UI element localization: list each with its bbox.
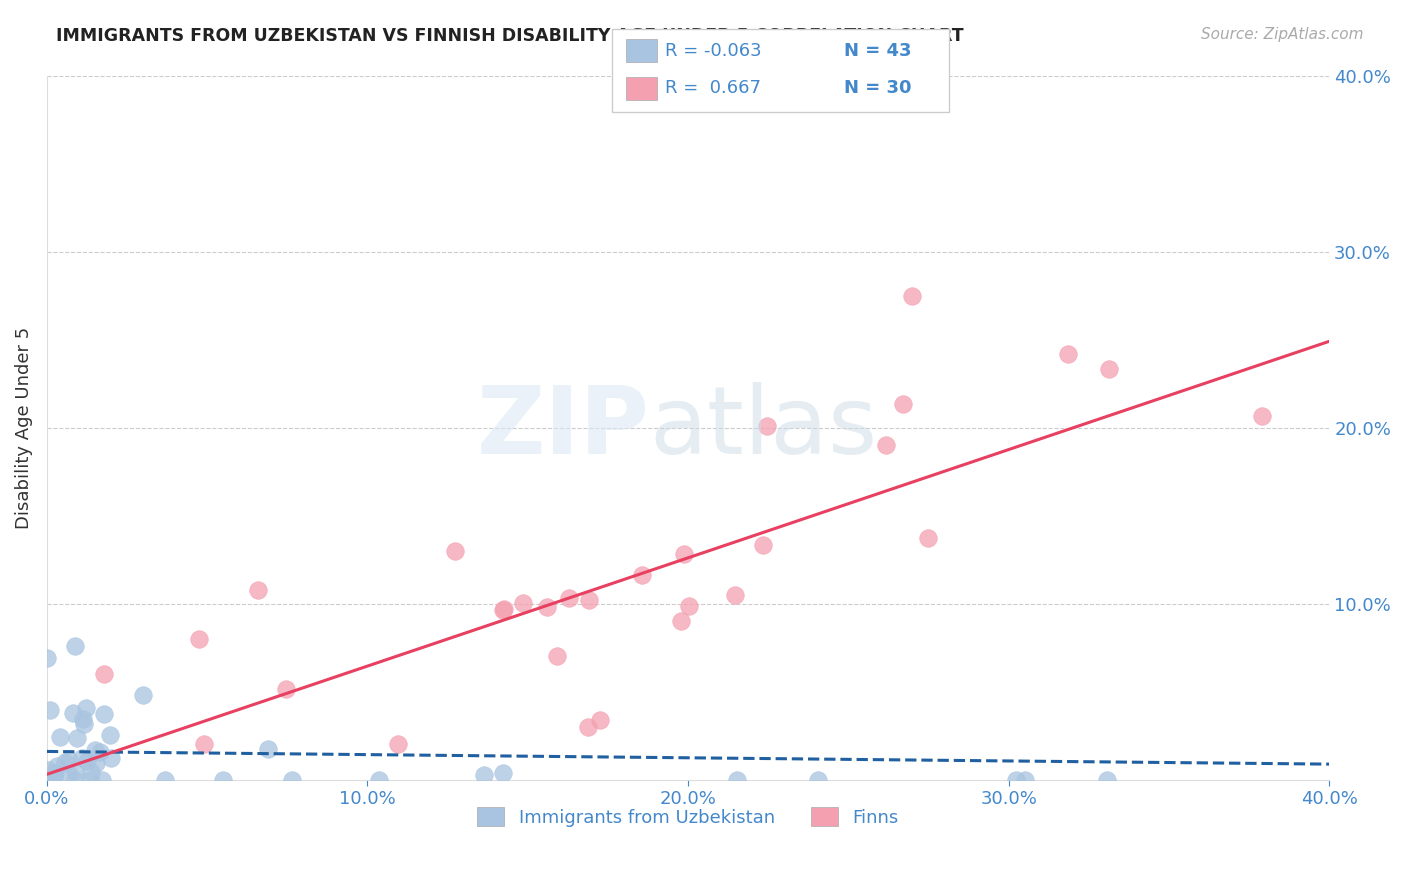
Point [193,738,215,752]
Point [65,764,87,778]
Point [669,614,692,628]
Text: IMMIGRANTS FROM UZBEKISTAN VS FINNISH DISABILITY AGE UNDER 5 CORRELATION CHART: IMMIGRANTS FROM UZBEKISTAN VS FINNISH DI… [56,27,965,45]
Point [576,720,599,734]
Point [84,756,107,770]
Point [73,717,96,731]
Point [672,547,695,561]
Point [491,765,513,780]
Point [1004,772,1026,787]
Point [472,768,495,782]
Point [80,765,103,780]
Y-axis label: Disability Age Under 5: Disability Age Under 5 [15,326,32,529]
Point [536,600,558,615]
Text: N = 30: N = 30 [844,79,911,97]
Text: N = 43: N = 43 [844,42,911,60]
Point [755,419,778,434]
Point [89,745,111,759]
Point [49,730,72,744]
Point [84,743,107,757]
Point [558,591,581,606]
Point [53,755,76,769]
Point [752,538,775,552]
Point [589,713,612,727]
Point [187,632,209,646]
Point [875,438,897,452]
Point [62,706,84,720]
Point [42,772,65,787]
Point [281,772,304,787]
Point [44,766,66,780]
Point [893,397,915,411]
Point [37,763,59,777]
Point [90,772,112,787]
Point [93,707,115,722]
Text: R = -0.063: R = -0.063 [665,42,762,60]
Point [917,531,939,545]
Point [387,738,409,752]
Text: ZIP: ZIP [477,382,650,474]
Point [35,651,58,665]
Point [63,772,86,787]
Point [75,701,97,715]
Point [72,712,94,726]
Point [58,767,80,781]
Point [98,728,121,742]
Point [45,759,67,773]
Point [212,772,235,787]
Point [93,667,115,681]
Point [494,602,516,616]
Point [257,742,280,756]
Point [725,772,748,787]
Point [42,769,65,783]
Point [1014,772,1036,787]
Point [1097,772,1119,787]
Point [444,543,467,558]
Point [246,583,269,598]
Point [153,772,176,787]
Point [58,753,80,767]
Point [807,772,830,787]
Point [63,639,86,653]
Text: Source: ZipAtlas.com: Source: ZipAtlas.com [1201,27,1364,42]
Point [66,731,89,746]
Point [1098,361,1121,376]
Point [546,649,568,664]
Text: atlas: atlas [650,382,877,474]
Point [76,754,98,768]
Point [1057,347,1080,361]
Point [132,688,155,702]
Point [79,772,101,787]
Point [578,593,600,607]
Text: R =  0.667: R = 0.667 [665,79,761,97]
Point [724,588,747,602]
Legend: Immigrants from Uzbekistan, Finns: Immigrants from Uzbekistan, Finns [470,800,905,834]
Point [630,568,652,582]
Point [276,682,298,697]
Point [901,288,924,302]
Point [70,751,93,765]
Point [368,772,391,787]
Point [100,750,122,764]
Point [678,599,700,614]
Point [39,702,62,716]
Point [512,596,534,610]
Point [492,603,515,617]
Point [1251,409,1274,423]
